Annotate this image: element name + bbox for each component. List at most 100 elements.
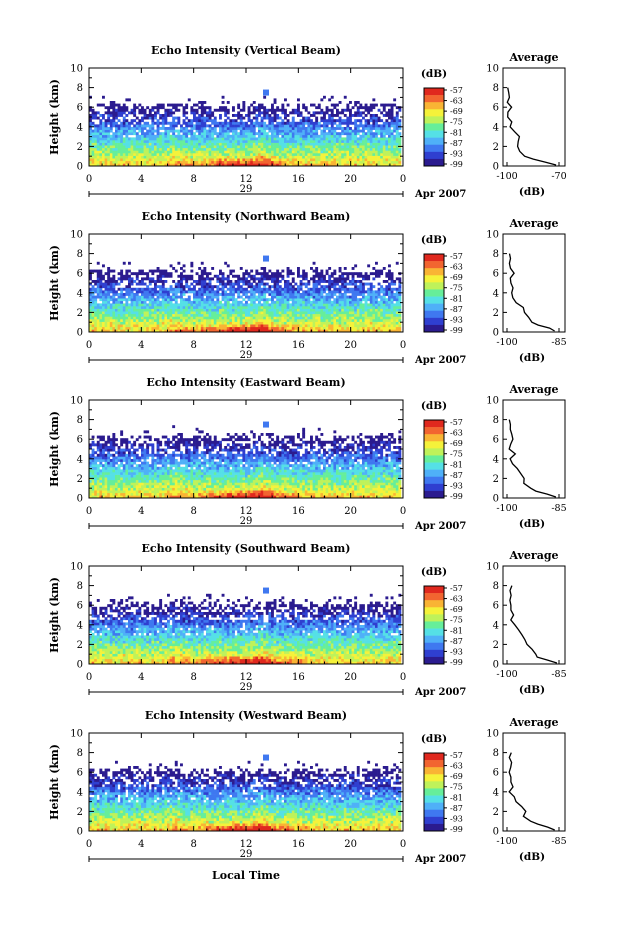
avg-y-tick-label: 6 <box>493 601 499 612</box>
avg-y-tick-label: 10 <box>486 396 499 407</box>
avg-y-tick-label: 4 <box>493 787 499 798</box>
colorbar-unit: (dB) <box>421 733 447 745</box>
avg-y-tick-label: 2 <box>493 308 499 319</box>
date-label: Apr 2007 <box>414 521 466 532</box>
colorbar-swatch <box>424 88 444 96</box>
average-profile-line <box>508 419 557 498</box>
y-tick-label: 4 <box>77 620 83 631</box>
day-label: 29 <box>240 849 253 860</box>
y-tick-label: 4 <box>77 787 83 798</box>
y-tick-label: 0 <box>77 494 83 505</box>
colorbar-unit: (dB) <box>421 400 447 412</box>
avg-y-tick-label: 2 <box>493 142 499 153</box>
colorbar-tick-label: -93 <box>450 149 463 158</box>
avg-x-axis-label: (dB) <box>519 851 545 863</box>
date-label: Apr 2007 <box>414 854 466 865</box>
x-tick-label: 8 <box>190 506 196 517</box>
x-tick-label: 12 <box>240 672 253 683</box>
colorbar-swatch <box>424 656 444 665</box>
colorbar-swatch <box>424 469 444 478</box>
colorbar-swatch <box>424 490 444 499</box>
colorbar-swatch <box>424 767 444 775</box>
colorbar-swatch <box>424 282 444 290</box>
avg-y-tick-label: 0 <box>493 328 499 339</box>
y-tick-label: 4 <box>77 122 83 133</box>
colorbar-swatch <box>424 268 444 276</box>
y-tick-label: 6 <box>77 269 83 280</box>
average-title: Average <box>508 549 558 562</box>
date-label: Apr 2007 <box>414 189 466 200</box>
y-tick-label: 0 <box>77 328 83 339</box>
colorbar-tick-label: -57 <box>450 252 463 261</box>
average-title: Average <box>508 383 558 396</box>
average-frame <box>502 233 566 333</box>
y-tick-label: 6 <box>77 435 83 446</box>
y-tick-label: 10 <box>70 729 83 740</box>
x-tick-label: 0 <box>400 340 406 351</box>
avg-y-tick-label: 4 <box>493 122 499 133</box>
colorbar-swatch <box>424 802 444 811</box>
colorbar-swatch <box>424 137 444 146</box>
colorbar-tick-label: -81 <box>450 128 463 137</box>
x-tick-label: 0 <box>400 506 406 517</box>
y-tick-label: 0 <box>77 162 83 173</box>
y-axis-label: Height (km) <box>48 744 61 820</box>
colorbar-swatch <box>424 788 444 796</box>
avg-y-tick-label: 6 <box>493 269 499 280</box>
x-tick-label: 0 <box>86 506 92 517</box>
avg-y-tick-label: 0 <box>493 660 499 671</box>
avg-x-tick-label: -85 <box>551 669 566 680</box>
colorbar-tick-label: -75 <box>450 118 463 127</box>
colorbar-tick-label: -57 <box>450 86 463 95</box>
colorbar-swatch <box>424 427 444 435</box>
avg-y-tick-label: 10 <box>486 562 499 573</box>
avg-y-tick-label: 0 <box>493 162 499 173</box>
colorbar-tick-label: -99 <box>450 492 463 501</box>
colorbar-unit: (dB) <box>421 234 447 246</box>
y-tick-label: 10 <box>70 230 83 241</box>
avg-x-tick-label: -100 <box>496 503 517 514</box>
avg-y-tick-label: 2 <box>493 640 499 651</box>
x-tick-label: 8 <box>190 672 196 683</box>
colorbar-swatch <box>424 816 444 825</box>
x-tick-label: 4 <box>138 340 144 351</box>
colorbar-swatch <box>424 586 444 594</box>
colorbar-swatch <box>424 275 444 283</box>
colorbar-tick-label: -75 <box>450 783 463 792</box>
y-axis-label: Height (km) <box>48 245 61 321</box>
colorbar-swatch <box>424 649 444 658</box>
average-frame <box>502 67 566 167</box>
y-axis-label: Height (km) <box>48 577 61 653</box>
avg-y-tick-label: 4 <box>493 288 499 299</box>
colorbar-swatch <box>424 621 444 629</box>
date-label: Apr 2007 <box>414 355 466 366</box>
average-profile-line <box>509 585 558 664</box>
colorbar-swatch <box>424 809 444 818</box>
y-tick-label: 8 <box>77 748 83 759</box>
colorbar-tick-label: -99 <box>450 160 463 169</box>
x-axis-label: Local Time <box>212 869 280 882</box>
colorbar-tick-label: -69 <box>450 772 463 781</box>
colorbar-swatch <box>424 462 444 470</box>
panel-2: Echo Intensity (Northward Beam) 0 2 4 6 8 10 He… <box>48 210 567 366</box>
colorbar-tick-label: -87 <box>450 804 463 813</box>
x-tick-label: 16 <box>292 506 305 517</box>
x-tick-label: 20 <box>344 174 357 185</box>
colorbar-tick-label: -57 <box>450 584 463 593</box>
colorbar-swatch <box>424 95 444 103</box>
colorbar-swatch <box>424 261 444 269</box>
colorbar-tick-label: -81 <box>450 626 463 635</box>
colorbar-swatch <box>424 781 444 789</box>
colorbar-tick-label: -99 <box>450 825 463 834</box>
colorbar-swatch <box>424 593 444 601</box>
colorbar-tick-label: -63 <box>450 263 463 272</box>
average-frame <box>502 399 566 499</box>
colorbar-swatch <box>424 753 444 761</box>
average-profile-line <box>508 253 555 332</box>
colorbar-tick-label: -93 <box>450 647 463 656</box>
colorbar-swatch <box>424 642 444 651</box>
x-tick-label: 0 <box>400 839 406 850</box>
x-tick-label: 4 <box>138 174 144 185</box>
day-label: 29 <box>240 516 253 527</box>
colorbar-tick-label: -87 <box>450 637 463 646</box>
